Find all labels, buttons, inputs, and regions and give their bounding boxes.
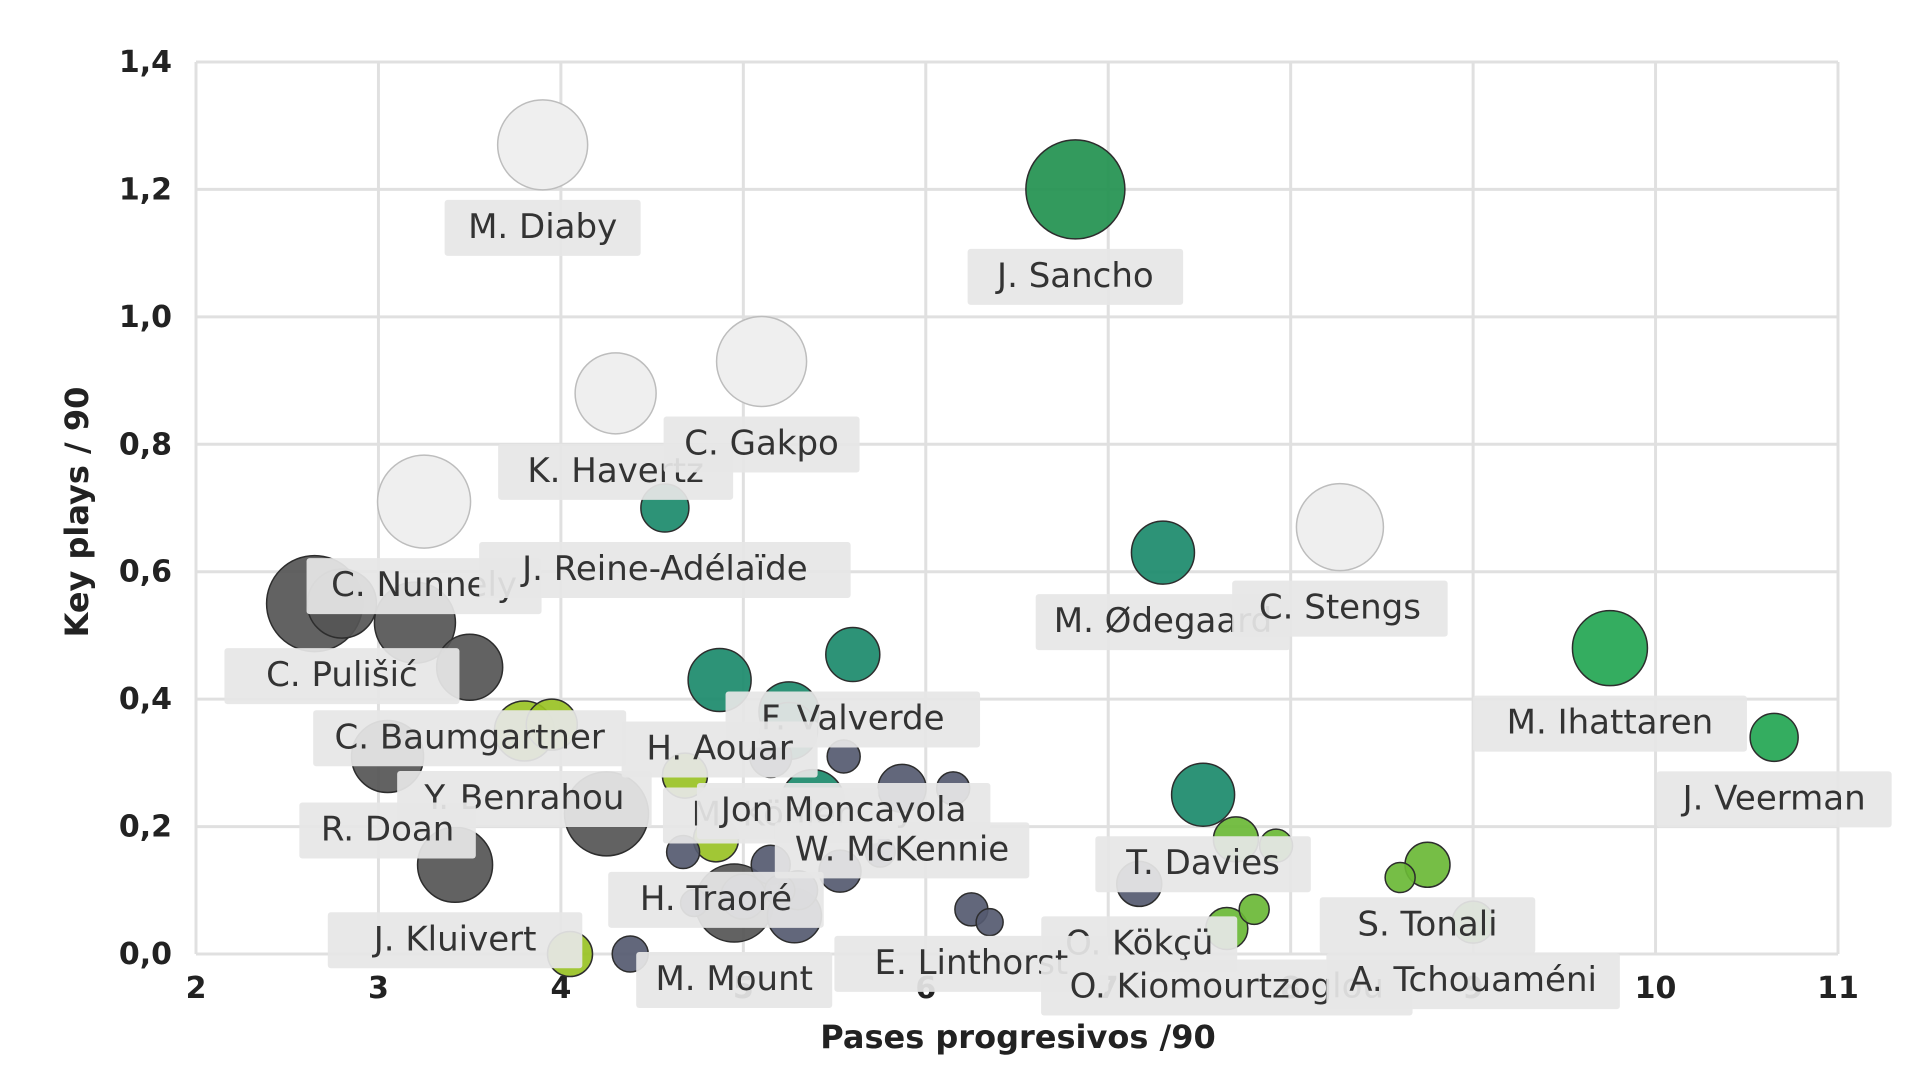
point-label-bg <box>636 952 833 1009</box>
point-label: M. Ihattaren <box>1507 703 1714 743</box>
y-tick-label: 1,4 <box>119 45 172 80</box>
x-tick-label: 3 <box>368 971 389 1006</box>
point-label: C. Stengs <box>1259 588 1421 628</box>
point-label-bg <box>834 935 1109 992</box>
point-label: S. Tonali <box>1357 904 1497 944</box>
data-point[interactable] <box>1025 139 1126 240</box>
x-tick-label: 10 <box>1635 971 1677 1006</box>
data-point[interactable] <box>1384 861 1416 894</box>
point-label: A. Tchouaméni <box>1349 960 1597 1000</box>
point-label: C. Baumgartner <box>334 717 604 757</box>
point-label: R. Doan <box>321 809 454 849</box>
point-label-bg <box>444 199 641 256</box>
point-label-bg <box>774 822 1030 879</box>
point-label-bg <box>327 912 583 969</box>
point-label: C. Gakpo <box>684 423 839 463</box>
data-point[interactable] <box>376 454 472 549</box>
data-point[interactable] <box>1170 762 1236 827</box>
point-label: C. Pulišić <box>266 655 418 695</box>
data-point[interactable] <box>574 352 657 435</box>
point-label: H. Traoré <box>640 879 792 919</box>
point-label: M. Mount <box>655 959 813 999</box>
point-label-bg <box>1326 953 1620 1010</box>
point-label-bg <box>1656 771 1892 828</box>
y-tick-label: 0,4 <box>119 682 172 717</box>
point-label-bg <box>663 416 860 473</box>
point-label: T. Davies <box>1125 843 1280 883</box>
point-label-bg <box>313 710 627 767</box>
point-label-bg <box>224 648 460 705</box>
point-label-bg <box>1232 580 1448 637</box>
x-tick-label: 11 <box>1817 971 1859 1006</box>
point-label: J. Veerman <box>1681 778 1866 818</box>
x-tick-label: 4 <box>550 971 571 1006</box>
point-label: J. Sancho <box>995 256 1154 296</box>
point-label-bg <box>1095 836 1311 893</box>
point-label: J. Kluivert <box>372 919 537 959</box>
point-label: E. Linthorst <box>875 943 1069 983</box>
data-point[interactable] <box>1130 520 1196 585</box>
point-label: W. McKennie <box>795 829 1009 869</box>
point-label-bg <box>1319 897 1536 954</box>
y-tick-label: 0,0 <box>119 937 172 972</box>
point-label: H. Aouar <box>646 729 792 769</box>
x-tick-label: 2 <box>186 971 207 1006</box>
y-axis-title: Key plays / 90 <box>58 387 96 638</box>
point-label-bg <box>299 802 476 859</box>
y-tick-label: 0,6 <box>119 555 172 590</box>
point-label-bg <box>479 542 851 598</box>
data-point[interactable] <box>1571 609 1649 687</box>
point-label-bg <box>1472 695 1747 752</box>
y-tick-label: 0,8 <box>119 427 172 462</box>
x-axis-title: Pases progresivos /90 <box>820 1018 1215 1056</box>
point-label-bg <box>621 721 818 778</box>
point-label-bg <box>967 248 1184 305</box>
point-label: M. Diaby <box>468 207 617 247</box>
data-point[interactable] <box>496 99 589 191</box>
point-label-bg <box>608 871 824 928</box>
data-point[interactable] <box>825 626 881 683</box>
point-label-bg <box>1035 594 1291 651</box>
y-tick-label: 1,2 <box>119 172 172 207</box>
point-label-bg <box>1041 959 1413 1016</box>
point-label: J. Reine-Adélaïde <box>520 549 807 589</box>
data-point[interactable] <box>1238 893 1270 926</box>
data-point[interactable] <box>715 315 808 408</box>
y-tick-label: 1,0 <box>119 300 172 335</box>
y-tick-label: 0,2 <box>119 810 172 845</box>
data-point[interactable] <box>975 907 1004 937</box>
data-point[interactable] <box>1295 482 1385 572</box>
data-point[interactable] <box>1749 712 1799 763</box>
